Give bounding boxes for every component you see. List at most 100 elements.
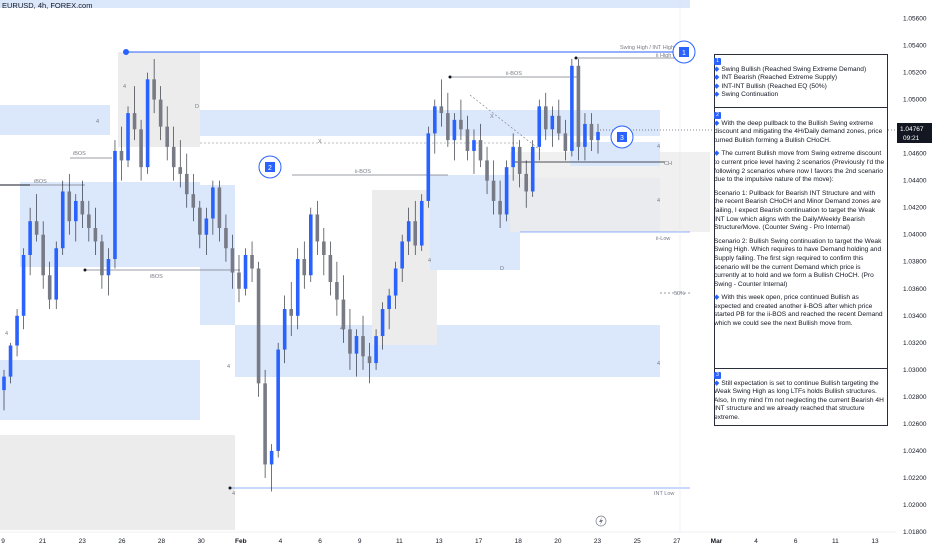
candle[interactable] bbox=[106, 259, 111, 276]
candle[interactable] bbox=[8, 345, 13, 377]
candle[interactable] bbox=[139, 129, 143, 168]
candle[interactable] bbox=[315, 214, 320, 242]
candle[interactable] bbox=[224, 227, 228, 249]
candle[interactable] bbox=[426, 133, 431, 201]
ii-bos-dot[interactable] bbox=[448, 75, 452, 79]
candle[interactable] bbox=[269, 450, 274, 465]
candle[interactable] bbox=[47, 275, 52, 300]
candle[interactable] bbox=[341, 299, 346, 330]
candle[interactable] bbox=[2, 376, 6, 391]
marker-3[interactable]: 3 bbox=[610, 125, 634, 149]
candle[interactable] bbox=[524, 173, 528, 192]
candle[interactable] bbox=[67, 191, 72, 222]
candle[interactable] bbox=[530, 146, 535, 192]
candle[interactable] bbox=[308, 214, 313, 276]
int-low-dot[interactable] bbox=[228, 486, 232, 490]
candle[interactable] bbox=[465, 129, 470, 151]
candle[interactable] bbox=[400, 241, 404, 269]
candle[interactable] bbox=[491, 180, 496, 201]
candle[interactable] bbox=[504, 167, 509, 215]
candle[interactable] bbox=[243, 254, 248, 289]
time-axis[interactable]: 9 21 23 26 28 30 Feb 4 6 9 11 13 17 18 20 23 25 27 Mar 4 6 11… bbox=[1, 538, 879, 545]
candle[interactable] bbox=[93, 227, 98, 242]
candle[interactable] bbox=[406, 221, 411, 242]
candle[interactable] bbox=[413, 221, 418, 246]
candle[interactable] bbox=[126, 113, 130, 161]
candle[interactable] bbox=[361, 336, 365, 357]
candle[interactable] bbox=[472, 140, 476, 151]
candle[interactable] bbox=[74, 200, 78, 222]
candle[interactable] bbox=[433, 106, 437, 134]
candle[interactable] bbox=[100, 241, 104, 276]
candle[interactable] bbox=[282, 309, 287, 350]
candle[interactable] bbox=[557, 115, 561, 134]
candle[interactable] bbox=[289, 309, 294, 316]
ibos-dot[interactable] bbox=[83, 268, 87, 272]
candle[interactable] bbox=[452, 119, 457, 141]
candle[interactable] bbox=[485, 160, 489, 181]
candle[interactable] bbox=[354, 336, 359, 354]
candle[interactable] bbox=[419, 200, 424, 246]
candle[interactable] bbox=[596, 132, 600, 141]
candle[interactable] bbox=[563, 133, 568, 151]
candle[interactable] bbox=[295, 259, 300, 316]
candle[interactable] bbox=[113, 150, 117, 260]
candle[interactable] bbox=[87, 214, 91, 228]
candle[interactable] bbox=[537, 106, 542, 147]
candle[interactable] bbox=[217, 187, 222, 228]
candle[interactable] bbox=[28, 221, 32, 255]
candle[interactable] bbox=[41, 234, 45, 276]
candle[interactable] bbox=[256, 268, 261, 384]
marker-1[interactable]: 1 bbox=[672, 40, 696, 64]
candle[interactable] bbox=[54, 248, 59, 300]
lightning-icon[interactable] bbox=[595, 515, 607, 527]
candle[interactable] bbox=[60, 191, 65, 249]
candle[interactable] bbox=[119, 150, 124, 161]
swing-high-dot[interactable] bbox=[123, 49, 129, 55]
candle[interactable] bbox=[178, 167, 183, 174]
candle[interactable] bbox=[550, 115, 555, 130]
candle[interactable] bbox=[335, 282, 339, 300]
candle[interactable] bbox=[446, 113, 450, 141]
ii-high-dot[interactable] bbox=[574, 56, 578, 60]
candle[interactable] bbox=[328, 254, 333, 283]
marker-2[interactable]: 2 bbox=[258, 155, 282, 179]
candle[interactable] bbox=[517, 146, 522, 174]
candle[interactable] bbox=[184, 173, 189, 195]
candle[interactable] bbox=[478, 140, 483, 161]
candle[interactable] bbox=[276, 349, 280, 451]
candle[interactable] bbox=[15, 315, 19, 346]
candle[interactable] bbox=[132, 113, 137, 130]
candle[interactable] bbox=[498, 200, 502, 215]
candle[interactable] bbox=[165, 126, 169, 147]
candle[interactable] bbox=[543, 106, 548, 130]
candle[interactable] bbox=[152, 79, 156, 100]
candle[interactable] bbox=[348, 329, 352, 354]
candle[interactable] bbox=[171, 146, 176, 168]
candle[interactable] bbox=[230, 248, 235, 273]
candle[interactable] bbox=[211, 187, 215, 219]
candle[interactable] bbox=[387, 295, 391, 310]
candle[interactable] bbox=[302, 259, 307, 276]
candle[interactable] bbox=[204, 218, 209, 235]
candle[interactable] bbox=[21, 254, 26, 316]
candle[interactable] bbox=[570, 65, 574, 151]
candle[interactable] bbox=[191, 194, 196, 208]
candle[interactable] bbox=[511, 146, 515, 168]
candle[interactable] bbox=[583, 123, 587, 147]
candle[interactable] bbox=[589, 123, 594, 141]
candle[interactable] bbox=[374, 336, 378, 364]
candle[interactable] bbox=[393, 268, 398, 296]
candle[interactable] bbox=[576, 65, 581, 147]
candle[interactable] bbox=[263, 383, 267, 465]
candle[interactable] bbox=[80, 200, 85, 215]
candle[interactable] bbox=[158, 99, 163, 127]
candle[interactable] bbox=[198, 207, 202, 235]
candle[interactable] bbox=[322, 241, 326, 255]
candle[interactable] bbox=[237, 272, 241, 289]
candle[interactable] bbox=[250, 254, 254, 269]
candle[interactable] bbox=[145, 79, 150, 168]
candle[interactable] bbox=[380, 309, 385, 337]
candle[interactable] bbox=[34, 221, 39, 235]
